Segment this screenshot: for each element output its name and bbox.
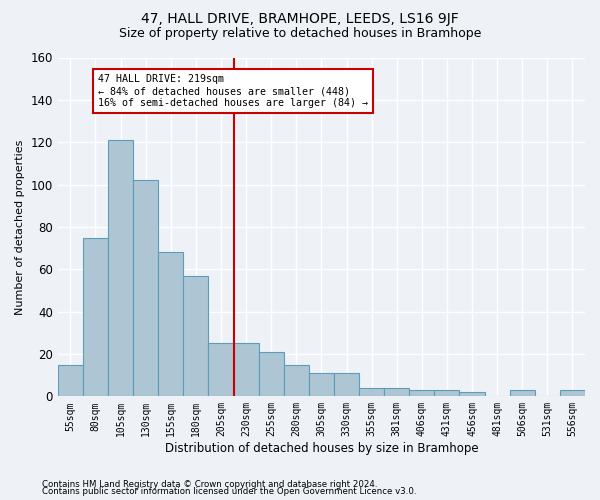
Text: Size of property relative to detached houses in Bramhope: Size of property relative to detached ho… — [119, 28, 481, 40]
Bar — [560, 390, 585, 396]
Bar — [184, 276, 208, 396]
Bar — [133, 180, 158, 396]
Bar — [108, 140, 133, 396]
Bar — [83, 238, 108, 396]
Bar — [460, 392, 485, 396]
Bar — [158, 252, 184, 396]
X-axis label: Distribution of detached houses by size in Bramhope: Distribution of detached houses by size … — [164, 442, 478, 455]
Bar — [434, 390, 460, 396]
Bar — [233, 344, 259, 396]
Bar — [359, 388, 384, 396]
Bar — [259, 352, 284, 397]
Bar — [509, 390, 535, 396]
Bar — [58, 364, 83, 396]
Text: Contains public sector information licensed under the Open Government Licence v3: Contains public sector information licen… — [42, 487, 416, 496]
Bar — [334, 373, 359, 396]
Text: 47 HALL DRIVE: 219sqm
← 84% of detached houses are smaller (448)
16% of semi-det: 47 HALL DRIVE: 219sqm ← 84% of detached … — [98, 74, 368, 108]
Bar — [409, 390, 434, 396]
Bar — [208, 344, 233, 396]
Bar — [309, 373, 334, 396]
Bar — [284, 364, 309, 396]
Bar — [384, 388, 409, 396]
Text: Contains HM Land Registry data © Crown copyright and database right 2024.: Contains HM Land Registry data © Crown c… — [42, 480, 377, 489]
Y-axis label: Number of detached properties: Number of detached properties — [15, 139, 25, 314]
Text: 47, HALL DRIVE, BRAMHOPE, LEEDS, LS16 9JF: 47, HALL DRIVE, BRAMHOPE, LEEDS, LS16 9J… — [141, 12, 459, 26]
